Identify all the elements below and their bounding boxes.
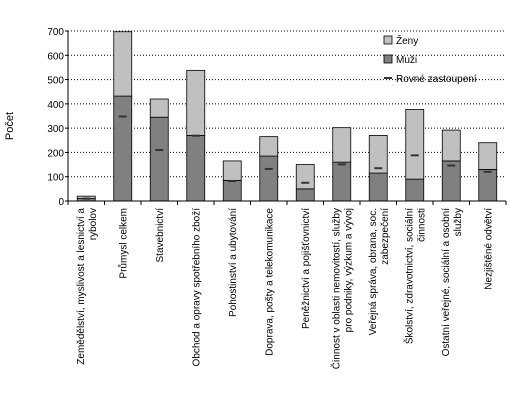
- y-tick-label: 200: [47, 148, 64, 159]
- bar-muzi: [149, 116, 169, 202]
- bar-muzi: [259, 155, 279, 202]
- y-tick-labels: 0 100 200 300 400 500 600 700: [47, 27, 64, 208]
- bar-zeny: [259, 136, 279, 157]
- x-category-label: Ostatní veřejné, sociální a osobní služby: [441, 208, 464, 357]
- bar-zeny: [222, 160, 242, 181]
- bars: [76, 31, 498, 202]
- x-category-label-line: Ostatní veřejné, sociální a osobní: [441, 208, 452, 357]
- x-category-label-line: Peněžnictví a pojišťovnictví: [301, 208, 312, 329]
- x-category-label: Činnost v oblasti nemovitostí, služby pro…: [329, 208, 354, 369]
- legend-label: Rovné zastoupení: [396, 74, 477, 85]
- bar-muzi: [441, 160, 461, 202]
- equal-representation-markers: [82, 115, 492, 200]
- bar-zeny: [405, 109, 425, 180]
- x-category-label-line: Školství, zdravotnictví, sociální: [402, 208, 415, 344]
- x-category-label: Průmysl celkem: [117, 208, 129, 279]
- x-category-label: Nezjištěné odvětví: [483, 208, 494, 290]
- bar-muzi: [113, 95, 133, 202]
- bar-zeny: [113, 31, 133, 97]
- bar-muzi: [368, 172, 388, 202]
- bar-zeny: [332, 127, 352, 163]
- bar-muzi: [295, 188, 315, 202]
- legend: Ženy Muži Rovné zastoupení: [383, 34, 477, 85]
- x-category-label-line: Činnost v oblasti nemovitostí, služby: [329, 208, 342, 369]
- x-category-label: Školství, zdravotnictví, sociální činnost…: [402, 208, 427, 344]
- x-category-label: Veřejná správa, obrana, soc. zabezpečení: [368, 208, 391, 336]
- x-category-label-line: zabezpečení: [380, 208, 391, 265]
- y-tick-label: 600: [47, 51, 64, 62]
- x-category-label-line: Obchod a opravy spotřebního zboží: [191, 208, 202, 367]
- x-category-label-line: pro podniky, výzkum a vývoj: [343, 208, 354, 332]
- bar-zeny: [149, 98, 169, 118]
- bar-muzi: [332, 161, 352, 202]
- y-tick-label: 0: [58, 197, 64, 208]
- x-category-label: Obchod a opravy spotřebního zboží: [191, 208, 202, 367]
- x-category-label-line: Průmysl celkem: [117, 208, 129, 279]
- x-category-label-line: Stavebnictví: [155, 208, 166, 263]
- legend-label: Ženy: [396, 34, 418, 47]
- y-tick-label: 500: [47, 76, 64, 87]
- y-tick-label: 700: [47, 27, 64, 38]
- bar-zeny: [441, 129, 461, 162]
- bar-muzi: [478, 169, 498, 202]
- x-category-label-line: Pohostinství a ubytování: [228, 208, 239, 317]
- x-category-label-line: Doprava, pošty a telekomunikace: [264, 208, 275, 356]
- bar-zeny: [295, 164, 315, 190]
- y-tick-label: 100: [47, 173, 64, 184]
- bar-muzi: [222, 179, 242, 202]
- x-category-label-line: Veřejná správa, obrana, soc.: [368, 208, 379, 335]
- x-category-label-line: Zemědělství, myslivost a lesnictví a: [76, 208, 87, 365]
- x-category-label: Peněžnictví a pojišťovnictví: [301, 208, 312, 329]
- x-category-label-line: Nezjištěné odvětví: [483, 208, 494, 290]
- gridlines: [68, 30, 506, 178]
- x-category-label: Pohostinství a ubytování: [228, 208, 239, 317]
- x-category-label-line: činnosti: [416, 208, 427, 242]
- y-tick-label: 300: [47, 124, 64, 135]
- axes: [65, 30, 507, 205]
- x-category-label: Doprava, pošty a telekomunikace: [264, 208, 275, 356]
- x-category-labels: Zemědělství, myslivost a lesnictví a rybo…: [76, 208, 495, 370]
- bar-zeny: [478, 142, 498, 170]
- bar-muzi: [405, 178, 425, 202]
- x-category-label-line: rybolov: [88, 208, 99, 240]
- x-category-label: Stavebnictví: [155, 208, 166, 263]
- legend-swatch: [383, 54, 393, 64]
- y-tick-label: 400: [47, 100, 64, 111]
- legend-swatch: [383, 35, 393, 45]
- legend-label: Muži: [396, 55, 417, 66]
- bar-zeny: [368, 135, 388, 174]
- x-category-label: Zemědělství, myslivost a lesnictví a rybo…: [76, 208, 99, 365]
- x-category-label-line: služby: [453, 208, 464, 236]
- y-axis-label: Počet: [4, 112, 16, 140]
- bar-muzi: [186, 135, 206, 202]
- bar-zeny: [186, 69, 206, 136]
